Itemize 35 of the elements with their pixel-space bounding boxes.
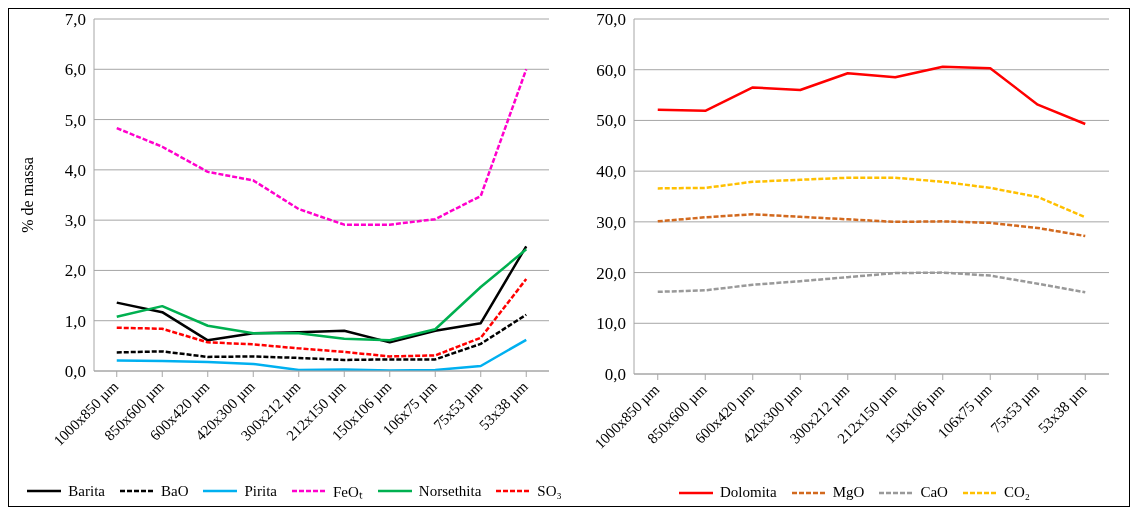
line-series [115,313,528,362]
legend-label: SO₃ [537,482,562,500]
line-series [656,176,1087,219]
legend-label: Norsethita [418,482,482,500]
legend-label: CO₂ [1003,484,1030,501]
line-series [656,213,1087,238]
legend-label: Dolomita [720,484,777,501]
y-tick-label: 10,0 [596,314,626,334]
y-tick-label: 1,0 [64,311,86,331]
y-tick-label: 0,0 [64,362,86,382]
y-tick-label: 4,0 [64,160,86,180]
y-axis-title: % de massa [18,157,36,233]
y-tick-label: 2,0 [64,261,86,281]
y-tick-label: 30,0 [596,212,626,232]
line-series [656,65,1087,126]
y-tick-label: 7,0 [64,10,86,30]
y-tick-label: 3,0 [64,211,86,231]
line-series [115,338,528,371]
legend-label: MgO [832,484,865,501]
legend-label: FeOₜ [332,483,363,501]
line-series [656,271,1087,294]
y-tick-label: 70,0 [596,10,626,30]
legend-label: Pirita [244,482,277,500]
y-tick-label: 40,0 [596,162,626,182]
y-tick-label: 6,0 [64,60,86,80]
y-tick-label: 60,0 [596,60,626,80]
y-tick-label: 5,0 [64,110,86,130]
line-series [115,277,528,358]
legend-label: Barita [68,482,105,500]
y-tick-label: 50,0 [596,111,626,131]
line-series [115,68,528,226]
y-tick-label: 0,0 [604,365,626,385]
y-tick-label: 20,0 [596,263,626,283]
legend-label: BaO [160,482,189,500]
legend-label: CaO [920,484,948,501]
